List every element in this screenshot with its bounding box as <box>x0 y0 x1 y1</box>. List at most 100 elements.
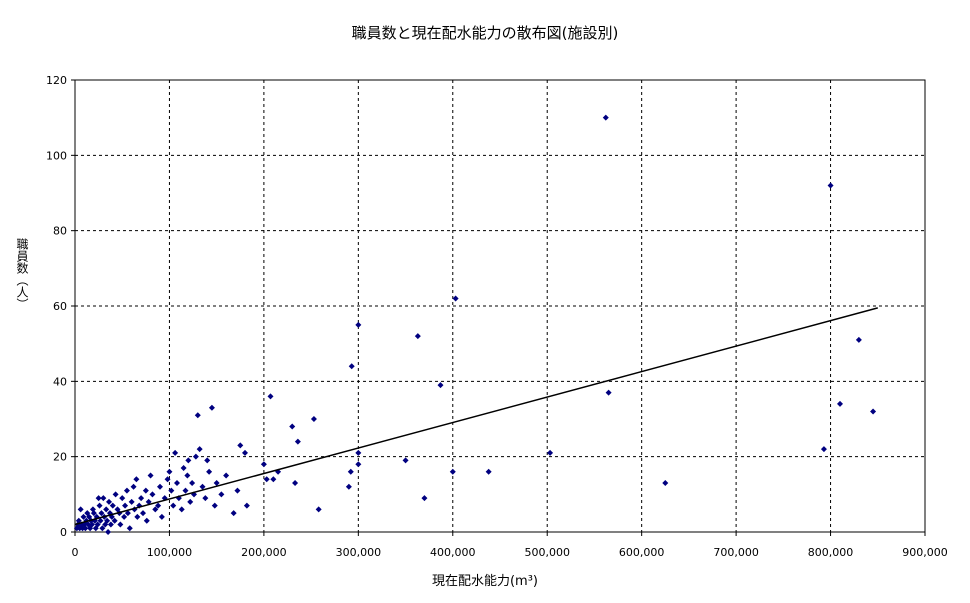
y-tick-label: 20 <box>53 451 67 464</box>
data-point <box>208 404 215 411</box>
data-point <box>157 483 163 490</box>
data-point <box>106 498 112 505</box>
data-point <box>140 510 146 517</box>
y-tick-label: 80 <box>53 225 67 238</box>
data-point <box>80 513 87 520</box>
data-point <box>204 457 211 464</box>
data-point <box>837 400 843 407</box>
data-point <box>267 393 274 400</box>
data-point <box>230 510 237 517</box>
y-tick-label: 120 <box>46 74 67 87</box>
data-point <box>192 453 199 460</box>
x-tick-label: 900,000 <box>902 546 948 559</box>
data-point <box>147 472 154 479</box>
data-point <box>104 517 111 524</box>
x-tick-label: 300,000 <box>336 546 382 559</box>
data-point <box>174 480 180 487</box>
data-point <box>168 487 175 494</box>
data-point <box>243 502 250 509</box>
data-point <box>449 468 456 475</box>
data-point <box>109 502 116 509</box>
data-point <box>124 510 131 517</box>
trendline <box>74 307 878 526</box>
data-point <box>202 495 209 502</box>
data-point <box>103 506 110 513</box>
x-tick-label: 200,000 <box>241 546 287 559</box>
x-tick-label: 400,000 <box>430 546 476 559</box>
data-point <box>234 487 241 494</box>
data-point <box>98 510 105 517</box>
data-point <box>213 480 220 487</box>
data-point <box>145 498 152 505</box>
x-tick-label: 600,000 <box>619 546 665 559</box>
data-point <box>105 529 112 535</box>
y-axis-label: 職員数（人） <box>15 238 29 310</box>
data-point <box>452 295 459 302</box>
data-point <box>345 483 352 490</box>
data-point <box>437 382 444 389</box>
data-point <box>223 472 230 479</box>
data-point <box>662 480 669 487</box>
data-point <box>189 480 196 487</box>
data-point <box>119 495 126 502</box>
x-tick-label: 500,000 <box>524 546 570 559</box>
data-point <box>170 502 177 509</box>
data-point <box>142 487 149 494</box>
data-point <box>870 408 877 415</box>
data-point <box>855 336 862 343</box>
data-point <box>114 506 121 513</box>
data-point <box>96 502 103 509</box>
y-tick-label: 60 <box>53 300 67 313</box>
x-tick-label: 700,000 <box>713 546 759 559</box>
data-point <box>180 464 187 471</box>
data-point <box>355 321 362 328</box>
data-point <box>602 114 609 121</box>
data-point <box>206 468 213 475</box>
data-point <box>187 498 194 505</box>
data-point <box>152 506 159 513</box>
data-point <box>95 495 102 502</box>
y-tick-label: 0 <box>60 526 67 539</box>
data-point <box>99 525 106 532</box>
y-axis-ticks: 0 20 40 60 80 100 120 <box>46 74 75 539</box>
x-tick-label: 0 <box>72 546 79 559</box>
data-point <box>117 521 124 528</box>
data-point <box>133 476 140 483</box>
data-point <box>89 506 96 513</box>
x-tick-label: 100,000 <box>147 546 193 559</box>
data-point <box>355 449 362 456</box>
data-point <box>107 521 114 528</box>
data-points <box>73 114 877 535</box>
data-point <box>237 442 244 449</box>
data-point <box>172 449 179 456</box>
data-point <box>75 517 82 524</box>
data-point <box>196 446 203 453</box>
data-point <box>90 510 97 517</box>
data-point <box>185 457 192 464</box>
data-point <box>263 476 270 483</box>
data-point <box>77 506 84 513</box>
data-point <box>126 525 133 532</box>
data-point <box>270 476 277 483</box>
data-point <box>166 468 173 475</box>
data-point <box>184 472 191 479</box>
data-point <box>414 333 421 340</box>
data-point <box>158 513 165 520</box>
data-point <box>149 491 156 498</box>
grid-lines <box>75 79 926 532</box>
data-point <box>123 487 130 494</box>
data-point <box>130 483 137 490</box>
data-point <box>820 446 827 453</box>
data-point <box>605 389 612 396</box>
data-point <box>178 506 185 513</box>
data-point <box>182 487 189 494</box>
data-point <box>348 363 355 370</box>
data-point <box>218 491 225 498</box>
data-point <box>89 521 95 528</box>
data-point <box>121 513 128 520</box>
data-point <box>100 495 107 502</box>
data-point <box>260 461 267 468</box>
data-point <box>294 438 301 445</box>
chart-title: 職員数と現在配水能力の散布図(施設別) <box>351 24 619 42</box>
